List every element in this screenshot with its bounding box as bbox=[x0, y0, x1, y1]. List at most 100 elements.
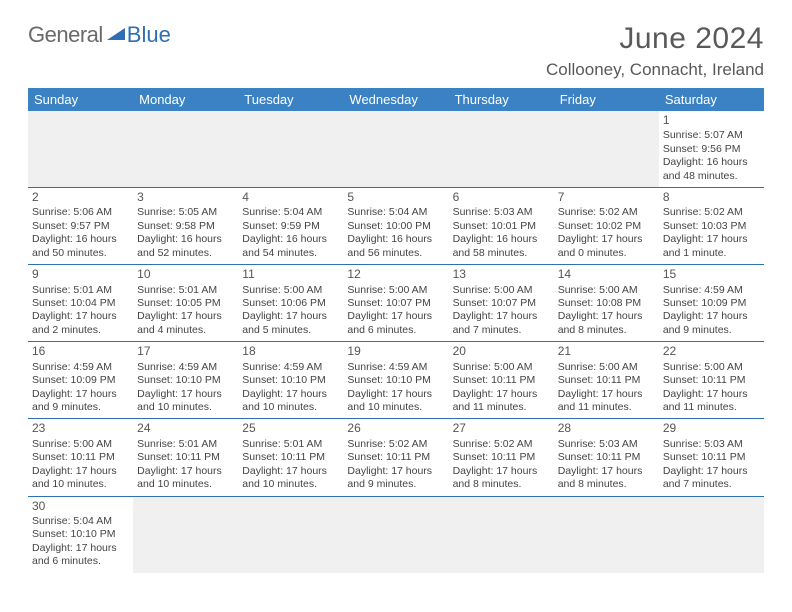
calendar-cell: 25Sunrise: 5:01 AMSunset: 10:11 PMDaylig… bbox=[238, 419, 343, 496]
cell-line: and 10 minutes. bbox=[242, 478, 339, 491]
calendar-cell: 8Sunrise: 5:02 AMSunset: 10:03 PMDayligh… bbox=[659, 188, 764, 265]
calendar-cell: 1Sunrise: 5:07 AMSunset: 9:56 PMDaylight… bbox=[659, 111, 764, 188]
cell-line: Sunrise: 5:03 AM bbox=[558, 438, 655, 451]
cell-line: Daylight: 17 hours bbox=[558, 233, 655, 246]
cell-line: and 10 minutes. bbox=[347, 401, 444, 414]
cell-line: Daylight: 17 hours bbox=[663, 465, 760, 478]
day-number: 1 bbox=[663, 113, 760, 128]
calendar-cell: 7Sunrise: 5:02 AMSunset: 10:02 PMDayligh… bbox=[554, 188, 659, 265]
cell-line: and 1 minute. bbox=[663, 247, 760, 260]
cell-line: and 10 minutes. bbox=[137, 401, 234, 414]
cell-line: Sunrise: 5:03 AM bbox=[453, 206, 550, 219]
cell-line: Sunset: 10:11 PM bbox=[137, 451, 234, 464]
calendar-cell: 21Sunrise: 5:00 AMSunset: 10:11 PMDaylig… bbox=[554, 342, 659, 419]
logo: General Blue bbox=[28, 22, 171, 48]
cell-line: Sunrise: 5:02 AM bbox=[347, 438, 444, 451]
calendar-row: 9Sunrise: 5:01 AMSunset: 10:04 PMDayligh… bbox=[28, 265, 764, 342]
cell-line: Sunset: 10:04 PM bbox=[32, 297, 129, 310]
cell-line: Sunset: 10:10 PM bbox=[137, 374, 234, 387]
calendar-cell-blank bbox=[449, 111, 554, 188]
day-number: 4 bbox=[242, 190, 339, 205]
calendar-cell: 6Sunrise: 5:03 AMSunset: 10:01 PMDayligh… bbox=[449, 188, 554, 265]
cell-line: and 6 minutes. bbox=[347, 324, 444, 337]
cell-line: and 11 minutes. bbox=[663, 401, 760, 414]
day-number: 11 bbox=[242, 267, 339, 282]
cell-line: Sunrise: 4:59 AM bbox=[32, 361, 129, 374]
logo-triangle-icon bbox=[107, 28, 125, 40]
cell-line: and 0 minutes. bbox=[558, 247, 655, 260]
day-header: Sunday bbox=[28, 88, 133, 111]
calendar-cell-blank bbox=[133, 111, 238, 188]
calendar-cell: 23Sunrise: 5:00 AMSunset: 10:11 PMDaylig… bbox=[28, 419, 133, 496]
day-number: 17 bbox=[137, 344, 234, 359]
cell-line: Sunset: 10:11 PM bbox=[453, 451, 550, 464]
cell-line: Sunset: 10:01 PM bbox=[453, 220, 550, 233]
calendar-row: 1Sunrise: 5:07 AMSunset: 9:56 PMDaylight… bbox=[28, 111, 764, 188]
day-number: 22 bbox=[663, 344, 760, 359]
calendar-table: SundayMondayTuesdayWednesdayThursdayFrid… bbox=[28, 88, 764, 573]
cell-line: Daylight: 17 hours bbox=[663, 233, 760, 246]
calendar-cell: 20Sunrise: 5:00 AMSunset: 10:11 PMDaylig… bbox=[449, 342, 554, 419]
calendar-cell: 9Sunrise: 5:01 AMSunset: 10:04 PMDayligh… bbox=[28, 265, 133, 342]
cell-line: Sunset: 10:11 PM bbox=[347, 451, 444, 464]
cell-line: Sunset: 10:11 PM bbox=[242, 451, 339, 464]
day-number: 16 bbox=[32, 344, 129, 359]
day-header: Tuesday bbox=[238, 88, 343, 111]
day-number: 19 bbox=[347, 344, 444, 359]
cell-line: Sunset: 10:09 PM bbox=[32, 374, 129, 387]
cell-line: and 8 minutes. bbox=[558, 478, 655, 491]
day-header: Saturday bbox=[659, 88, 764, 111]
cell-line: Daylight: 16 hours bbox=[453, 233, 550, 246]
cell-line: and 56 minutes. bbox=[347, 247, 444, 260]
day-number: 5 bbox=[347, 190, 444, 205]
cell-line: Sunset: 10:10 PM bbox=[347, 374, 444, 387]
cell-line: and 11 minutes. bbox=[453, 401, 550, 414]
cell-line: and 9 minutes. bbox=[347, 478, 444, 491]
cell-line: and 54 minutes. bbox=[242, 247, 339, 260]
calendar-row: 16Sunrise: 4:59 AMSunset: 10:09 PMDaylig… bbox=[28, 342, 764, 419]
cell-line: Sunrise: 4:59 AM bbox=[242, 361, 339, 374]
cell-line: and 8 minutes. bbox=[558, 324, 655, 337]
cell-line: Sunrise: 5:03 AM bbox=[663, 438, 760, 451]
day-header: Monday bbox=[133, 88, 238, 111]
logo-text-blue: Blue bbox=[127, 22, 171, 48]
day-number: 9 bbox=[32, 267, 129, 282]
cell-line: Sunrise: 5:04 AM bbox=[32, 515, 129, 528]
cell-line: and 58 minutes. bbox=[453, 247, 550, 260]
calendar-cell-blank bbox=[659, 496, 764, 573]
calendar-cell-blank bbox=[554, 496, 659, 573]
cell-line: and 10 minutes. bbox=[242, 401, 339, 414]
day-number: 25 bbox=[242, 421, 339, 436]
month-title: June 2024 bbox=[546, 22, 764, 56]
cell-line: Daylight: 17 hours bbox=[137, 388, 234, 401]
day-number: 23 bbox=[32, 421, 129, 436]
cell-line: Daylight: 17 hours bbox=[453, 465, 550, 478]
day-number: 6 bbox=[453, 190, 550, 205]
calendar-row: 30Sunrise: 5:04 AMSunset: 10:10 PMDaylig… bbox=[28, 496, 764, 573]
location: Collooney, Connacht, Ireland bbox=[546, 60, 764, 80]
cell-line: Daylight: 17 hours bbox=[453, 388, 550, 401]
cell-line: and 11 minutes. bbox=[558, 401, 655, 414]
day-header-row: SundayMondayTuesdayWednesdayThursdayFrid… bbox=[28, 88, 764, 111]
cell-line: Sunset: 10:03 PM bbox=[663, 220, 760, 233]
day-number: 14 bbox=[558, 267, 655, 282]
cell-line: Daylight: 17 hours bbox=[137, 310, 234, 323]
cell-line: Sunset: 10:07 PM bbox=[453, 297, 550, 310]
cell-line: Sunrise: 5:02 AM bbox=[558, 206, 655, 219]
cell-line: Sunrise: 5:04 AM bbox=[242, 206, 339, 219]
calendar-cell-blank bbox=[343, 496, 448, 573]
day-number: 15 bbox=[663, 267, 760, 282]
calendar-cell-blank bbox=[28, 111, 133, 188]
cell-line: and 9 minutes. bbox=[663, 324, 760, 337]
cell-line: Daylight: 17 hours bbox=[347, 388, 444, 401]
calendar-cell: 29Sunrise: 5:03 AMSunset: 10:11 PMDaylig… bbox=[659, 419, 764, 496]
cell-line: Daylight: 17 hours bbox=[663, 388, 760, 401]
cell-line: Sunset: 9:59 PM bbox=[242, 220, 339, 233]
cell-line: Sunrise: 5:00 AM bbox=[242, 284, 339, 297]
cell-line: and 10 minutes. bbox=[32, 478, 129, 491]
calendar-cell: 26Sunrise: 5:02 AMSunset: 10:11 PMDaylig… bbox=[343, 419, 448, 496]
cell-line: Sunset: 10:05 PM bbox=[137, 297, 234, 310]
cell-line: Sunset: 10:10 PM bbox=[32, 528, 129, 541]
calendar-cell: 16Sunrise: 4:59 AMSunset: 10:09 PMDaylig… bbox=[28, 342, 133, 419]
cell-line: Daylight: 17 hours bbox=[242, 388, 339, 401]
